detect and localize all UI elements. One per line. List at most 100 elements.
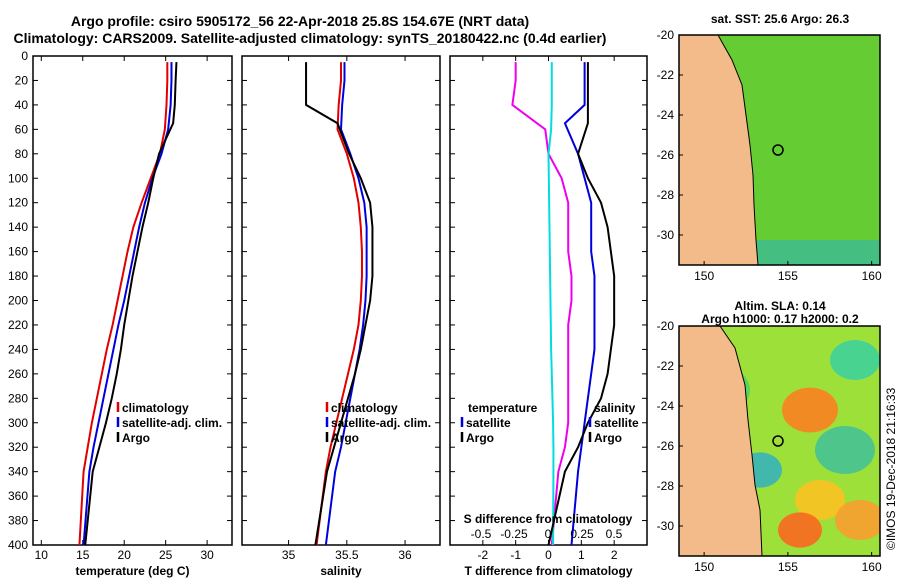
x-tick-label: 15 — [76, 548, 90, 562]
plot-frame — [32, 55, 233, 546]
series-line-t-satellite — [511, 62, 573, 546]
series-line-s-satellite — [547, 62, 555, 546]
depth-tick-label: 320 — [8, 440, 28, 454]
map-y-tick-label: -20 — [657, 28, 675, 42]
x-tick-label: 0 — [545, 548, 552, 562]
x-tick-label: 25 — [159, 548, 173, 562]
map-frame — [678, 34, 881, 266]
map-title: Altim. SLA: 0.14 — [734, 299, 826, 313]
depth-tick-label: 340 — [8, 465, 28, 479]
sla-patch — [795, 480, 845, 520]
x-tick-label: 35 — [282, 548, 296, 562]
map-y-tick-label: -26 — [657, 439, 675, 453]
depth-tick-label: 380 — [8, 514, 28, 528]
sla-patch — [830, 340, 880, 380]
sla-patch — [815, 426, 875, 474]
temperature-panel: 10 15 20 25 30 temperature (deg C) climatology… — [32, 55, 233, 578]
legend-label: satellite — [594, 416, 639, 430]
top-axis-label: S difference from climatology — [464, 512, 633, 526]
depth-tick-label: 240 — [8, 342, 28, 356]
series-line-argo — [305, 62, 374, 546]
series-line-s-argo — [547, 62, 616, 546]
depth-tick-label: 180 — [8, 269, 28, 283]
legend-label: Argo — [331, 431, 359, 445]
land-mass — [679, 326, 763, 556]
legend-label: temperature — [468, 401, 538, 415]
map-x-tick-label: 155 — [778, 269, 798, 283]
x-tick-label: 30 — [200, 548, 214, 562]
depth-tick-label: 40 — [15, 98, 29, 112]
legend-label: satellite-adj. clim. — [122, 416, 222, 430]
top-tick-label: 0 — [545, 527, 552, 541]
legend-label: climatology — [122, 401, 189, 415]
top-tick-label: 0.5 — [606, 527, 623, 541]
map-field — [679, 35, 880, 265]
depth-tick-label: 220 — [8, 318, 28, 332]
series-line-argo — [84, 62, 178, 546]
difference-panel: -2 -1 0 1 2 T difference from climatology temp… — [449, 55, 648, 578]
map-x-tick-label: 160 — [862, 269, 882, 283]
depth-axis: 0 20 40 60 80 100 120 140 160 180 200 220 240 260 280 3… — [8, 49, 28, 552]
sst-map-panel: sat. SST: 25.6 Argo: 26.3 -20 -22 -24 -26 -28… — [657, 12, 882, 283]
depth-tick-label: 120 — [8, 196, 28, 210]
map-frame — [678, 325, 881, 557]
x-axis-label: T difference from climatology — [464, 564, 632, 578]
top-tick-label: -0.5 — [471, 527, 492, 541]
map-subtitle: Argo h1000: 0.17 h2000: 0.2 — [701, 312, 859, 326]
map-y-tick-label: -30 — [657, 519, 675, 533]
depth-tick-label: 360 — [8, 489, 28, 503]
copyright-side-text: ©IMOS 19-Dec-2018 21:16:33 — [884, 387, 898, 550]
depth-tick-label: 140 — [8, 220, 28, 234]
depth-tick-label: 160 — [8, 245, 28, 259]
x-tick-label: -2 — [477, 548, 488, 562]
x-axis-label: salinity — [320, 564, 362, 578]
x-tick-label: 10 — [35, 548, 49, 562]
map-x-tick-label: 155 — [778, 560, 798, 574]
map-x-tick-label: 150 — [694, 269, 714, 283]
depth-tick-label: 260 — [8, 367, 28, 381]
series-line-satellite-adj-clim- — [82, 62, 173, 546]
x-tick-label: 2 — [611, 548, 618, 562]
map-y-tick-label: -30 — [657, 228, 675, 242]
map-y-tick-label: -28 — [657, 188, 675, 202]
map-title: sat. SST: 25.6 Argo: 26.3 — [711, 12, 850, 26]
legend-label: satellite — [466, 416, 511, 430]
series-line-satellite-adj-clim- — [324, 62, 368, 546]
top-tick-label: -0.25 — [500, 527, 528, 541]
series-line-climatology — [315, 62, 363, 546]
legend-label: Argo — [122, 431, 150, 445]
sla-patch — [778, 512, 822, 548]
figure-title-line2: Climatology: CARS2009. Satellite-adjuste… — [14, 30, 607, 46]
map-y-tick-label: -20 — [657, 319, 675, 333]
legend-label: climatology — [331, 401, 398, 415]
map-y-tick-label: -24 — [657, 399, 675, 413]
depth-tick-label: 20 — [15, 73, 29, 87]
depth-tick-label: 300 — [8, 416, 28, 430]
x-tick-label: 1 — [578, 548, 585, 562]
series-line-t-argo — [563, 62, 596, 546]
plot-frame — [449, 55, 648, 546]
map-x-tick-label: 150 — [694, 560, 714, 574]
map-field — [679, 326, 880, 556]
series-line-climatology — [78, 62, 169, 546]
figure-title-line1: Argo profile: csiro 5905172_56 22-Apr-20… — [71, 13, 529, 29]
sla-patch — [782, 387, 838, 433]
map-y-tick-label: -26 — [657, 148, 675, 162]
x-tick-label: 36 — [398, 548, 412, 562]
map-x-tick-label: 160 — [862, 560, 882, 574]
depth-tick-label: 280 — [8, 391, 28, 405]
x-tick-label: 20 — [118, 548, 132, 562]
top-tick-label: 0.25 — [570, 527, 594, 541]
depth-tick-label: 200 — [8, 294, 28, 308]
map-y-tick-label: -24 — [657, 108, 675, 122]
depth-tick-label: 80 — [15, 147, 29, 161]
land-mass — [679, 35, 759, 265]
legend-label: satellite-adj. clim. — [331, 416, 431, 430]
x-axis-label: temperature (deg C) — [75, 564, 189, 578]
map-y-tick-label: -22 — [657, 359, 675, 373]
depth-tick-label: 60 — [15, 122, 29, 136]
sla-patch — [835, 500, 880, 540]
x-tick-label: -1 — [510, 548, 521, 562]
legend-label: salinity — [594, 401, 636, 415]
